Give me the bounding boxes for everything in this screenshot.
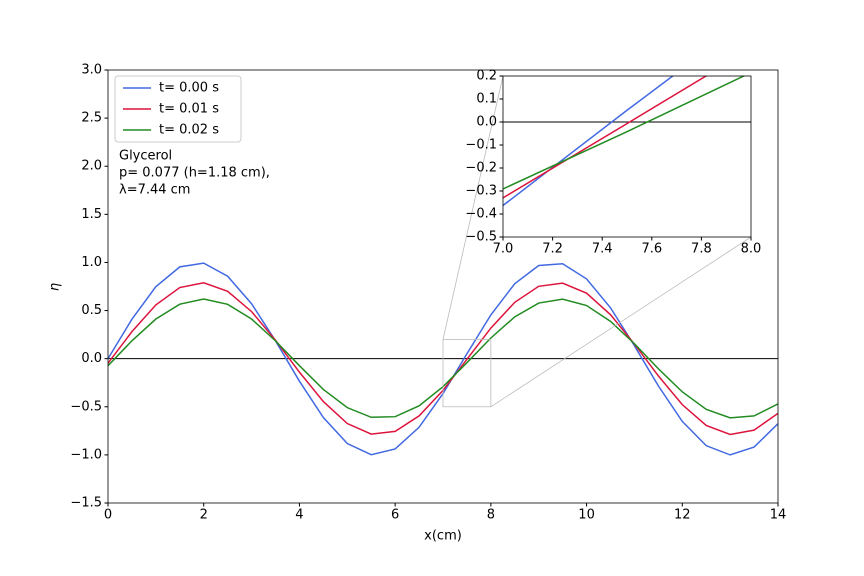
plot-lines — [503, 76, 751, 207]
x-tick-label: 2 — [200, 508, 208, 523]
y-tick-label: 3.0 — [81, 63, 102, 78]
y-tick-label: 0.5 — [81, 303, 102, 318]
x-tick-label: 8 — [487, 508, 495, 523]
x-tick-label: 6 — [391, 508, 399, 523]
y-tick-label: 1.0 — [81, 255, 102, 270]
legend-label: t= 0.02 s — [159, 123, 219, 138]
legend-label: t= 0.00 s — [159, 81, 219, 96]
annotation: Glycerol — [119, 149, 172, 164]
axes-frame — [502, 75, 752, 238]
y-tick-label: 0.1 — [476, 92, 497, 107]
x-tick-label: 14 — [770, 508, 787, 523]
y-tick-label: −0.1 — [465, 138, 497, 153]
y-tick-label: −0.4 — [465, 207, 497, 222]
x-tick-label: 12 — [674, 508, 691, 523]
annotation: λ=7.44 cm — [119, 183, 190, 198]
zoom-connector — [490, 236, 752, 408]
y-tick-label: 0.0 — [81, 351, 102, 366]
y-tick-label: −0.5 — [70, 399, 102, 414]
x-tick-label: 7.0 — [493, 242, 514, 257]
x-tick-label: 7.4 — [592, 242, 613, 257]
x-tick-label: 8.0 — [741, 242, 762, 257]
y-tick-label: 0.2 — [476, 69, 497, 84]
x-axis-label: x(cm) — [424, 529, 462, 544]
legend-label: t= 0.01 s — [159, 102, 219, 117]
annotation: p= 0.077 (h=1.18 cm), — [119, 166, 270, 181]
y-tick-label: −0.3 — [465, 184, 497, 199]
y-tick-label: 0.0 — [476, 115, 497, 130]
x-tick-label: 7.2 — [542, 242, 563, 257]
y-tick-label: −0.5 — [465, 230, 497, 245]
zoom-box — [442, 339, 492, 408]
x-tick-label: 4 — [295, 508, 303, 523]
y-tick-label: −0.2 — [465, 161, 497, 176]
x-tick-label: 10 — [578, 508, 595, 523]
y-tick-label: 1.5 — [81, 207, 102, 222]
y-tick-label: −1.0 — [70, 447, 102, 462]
plot-area — [503, 76, 751, 237]
zoom-connector — [442, 75, 504, 340]
y-tick-label: 2.5 — [81, 111, 102, 126]
axes-frame — [107, 69, 779, 504]
x-tick-label: 0 — [104, 508, 112, 523]
x-tick-label: 7.8 — [691, 242, 712, 257]
y-tick-label: −1.5 — [70, 496, 102, 511]
y-axis-label: η — [48, 283, 63, 291]
legend-box — [114, 75, 242, 143]
x-tick-label: 7.6 — [641, 242, 662, 257]
y-tick-label: 2.0 — [81, 159, 102, 174]
